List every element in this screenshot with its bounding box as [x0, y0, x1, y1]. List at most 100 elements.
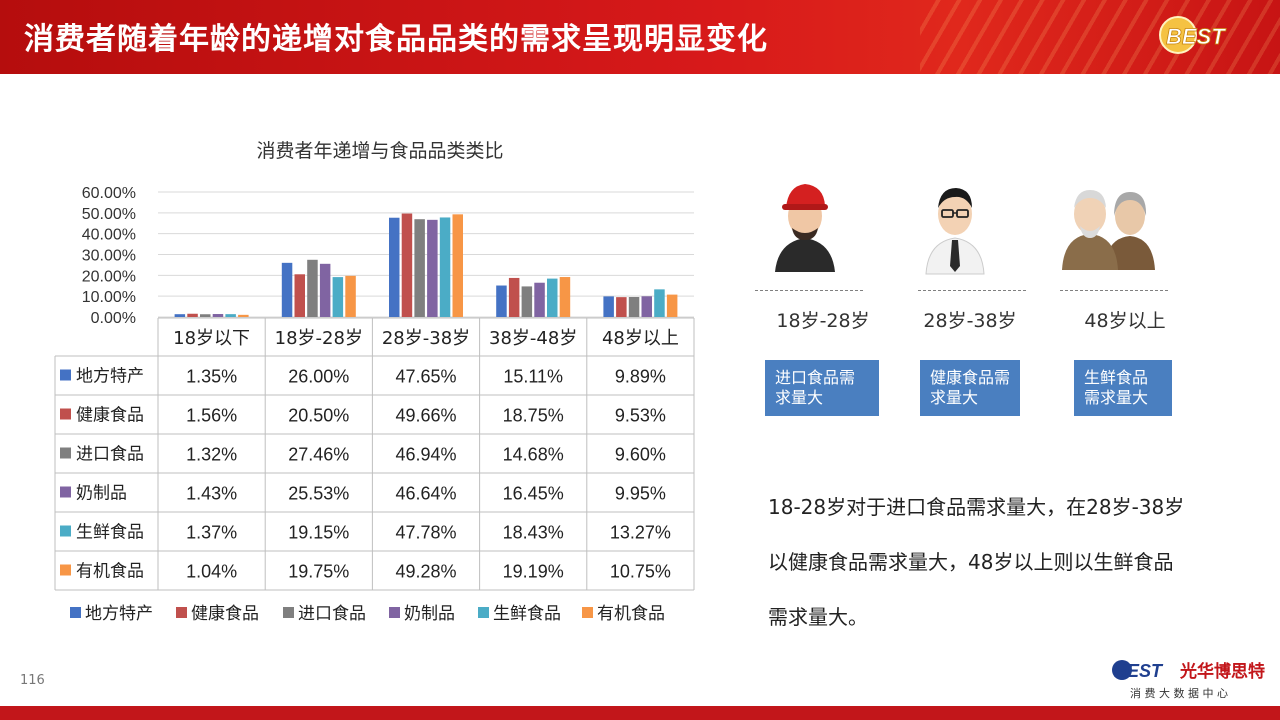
data-cell: 9.89% [615, 367, 666, 387]
data-cell: 13.27% [610, 523, 671, 543]
page-number: 116 [20, 673, 45, 688]
footer-brand-cn: 光华博思特 [1179, 661, 1265, 682]
legend-label: 有机食品 [597, 604, 665, 624]
y-tick-label: 40.00% [82, 227, 136, 244]
page-title: 消费者随着年龄的递增对食品品类的需求呈现明显变化 [24, 22, 768, 57]
data-cell: 1.56% [186, 406, 237, 426]
age-label: 48岁以上 [1084, 310, 1166, 332]
legend-key [60, 447, 71, 459]
bar [616, 297, 627, 317]
y-tick-label: 50.00% [82, 206, 136, 223]
bar [225, 314, 236, 317]
header-decoration [920, 0, 1280, 74]
legend-label: 健康食品 [191, 604, 259, 624]
bar [547, 278, 558, 317]
bar [389, 217, 400, 317]
bar [200, 314, 211, 317]
bar [628, 297, 640, 317]
bar [654, 289, 665, 317]
legend-key [60, 525, 71, 537]
legend-swatch [389, 607, 400, 618]
separator-line [1060, 290, 1168, 291]
data-cell: 49.66% [395, 406, 456, 426]
legend-label: 地方特产 [85, 604, 153, 624]
bar [439, 217, 451, 317]
age-label: 18岁-28岁 [776, 310, 870, 332]
data-cell: 1.32% [186, 445, 237, 465]
young-man-red-cap-icon [775, 184, 835, 272]
legend-swatch [176, 607, 187, 618]
bar [559, 277, 571, 317]
header-banner: 消费者随着年龄的递增对食品品类的需求呈现明显变化 BEST [0, 0, 1280, 74]
data-cell: 9.53% [615, 406, 666, 426]
legend-key [60, 486, 71, 498]
footer-logo-text: BEST [1114, 661, 1164, 681]
bar [307, 259, 318, 317]
data-cell: 16.45% [503, 484, 564, 504]
data-cell: 46.94% [395, 445, 456, 465]
separator-line [755, 290, 863, 291]
footer-brand-logo: BEST 光华博思特 消 费 大 数 据 中 心 [1112, 660, 1265, 700]
bar [187, 313, 198, 317]
series-row-label: 进口食品 [76, 445, 144, 465]
data-cell: 26.00% [288, 367, 349, 387]
category-label: 28岁-38岁 [382, 328, 470, 349]
bar [641, 296, 652, 317]
data-cell: 27.46% [288, 445, 349, 465]
data-cell: 15.11% [503, 367, 563, 387]
data-cell: 19.19% [503, 562, 564, 582]
legend-label: 生鲜食品 [493, 604, 561, 624]
bar [294, 274, 305, 317]
bar [521, 286, 533, 317]
elderly-couple-icon [1062, 190, 1155, 270]
businessman-glasses-icon [925, 188, 985, 275]
data-cell: 9.60% [615, 445, 666, 465]
demand-box: 生鲜食品需求量大 [1074, 360, 1172, 416]
data-cell: 1.35% [186, 367, 237, 387]
legend-swatch [70, 607, 81, 618]
bar [666, 294, 678, 317]
legend-key [60, 408, 71, 420]
series-row-label: 地方特产 [76, 367, 144, 387]
y-tick-label: 30.00% [82, 248, 136, 265]
legend-label: 奶制品 [404, 604, 455, 624]
data-cell: 1.04% [186, 562, 237, 582]
age-label: 28岁-38岁 [923, 310, 1017, 332]
demand-box: 进口食品需求量大 [765, 360, 879, 416]
category-label: 18岁以下 [173, 328, 250, 349]
demand-box: 健康食品需求量大 [920, 360, 1020, 416]
bar [401, 213, 413, 317]
series-row-label: 有机食品 [76, 562, 144, 582]
data-cell: 20.50% [288, 406, 349, 426]
category-label: 18岁-28岁 [275, 328, 363, 349]
data-cell: 18.75% [503, 406, 564, 426]
legend-swatch [582, 607, 593, 618]
bar [332, 277, 344, 317]
data-cell: 10.75% [610, 562, 671, 582]
data-cell: 46.64% [395, 484, 456, 504]
data-cell: 25.53% [288, 484, 349, 504]
bar [174, 314, 186, 317]
legend-key [60, 369, 71, 381]
bar [414, 219, 425, 317]
bar [345, 275, 356, 317]
bar [508, 277, 520, 317]
data-cell: 18.43% [503, 523, 564, 543]
bar [319, 263, 331, 317]
legend-key [60, 564, 71, 576]
bar [212, 314, 224, 317]
y-tick-label: 10.00% [82, 289, 136, 306]
category-label: 48岁以上 [602, 328, 679, 349]
legend-label: 进口食品 [298, 604, 366, 624]
legend-swatch [283, 607, 294, 618]
y-tick-label: 20.00% [82, 268, 136, 285]
legend-swatch [478, 607, 489, 618]
bar [452, 214, 463, 317]
data-cell: 47.78% [395, 523, 456, 543]
data-cell: 9.95% [615, 484, 666, 504]
category-label: 38岁-48岁 [489, 328, 577, 349]
bar [534, 282, 545, 317]
series-row-label: 健康食品 [76, 406, 144, 426]
bar [603, 296, 614, 317]
